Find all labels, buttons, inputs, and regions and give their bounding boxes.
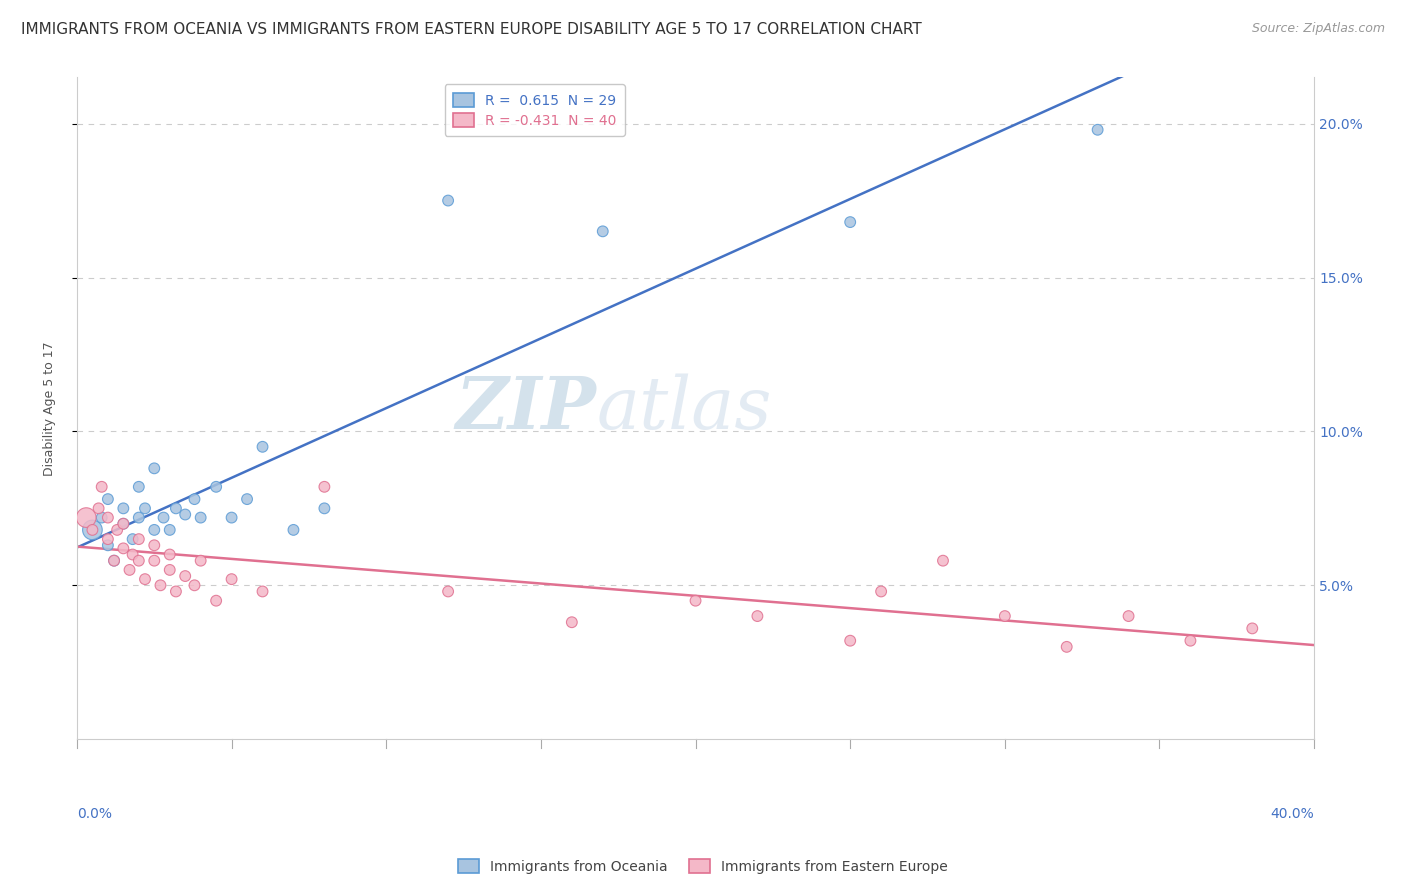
Point (128, 532, 150, 546)
Point (97, 510, 120, 524)
Point (747, 609, 769, 624)
Point (87, 501, 110, 516)
Point (90, 480, 112, 494)
Text: 0.0%: 0.0% (77, 807, 112, 821)
Point (994, 609, 1017, 624)
Point (112, 516, 135, 531)
Point (118, 563, 141, 577)
Point (112, 541, 135, 556)
Point (221, 510, 243, 524)
Point (174, 569, 197, 583)
Point (205, 480, 228, 494)
Point (121, 532, 143, 546)
Point (183, 578, 205, 592)
Point (97, 492, 120, 507)
Point (97, 538, 120, 552)
Point (283, 523, 305, 537)
Point (932, 554, 955, 568)
Point (221, 572, 243, 586)
Point (159, 523, 181, 537)
Text: ZIP: ZIP (456, 373, 596, 444)
Point (105, 523, 128, 537)
Point (190, 554, 212, 568)
Point (437, 584, 460, 599)
Point (561, 615, 583, 630)
Point (121, 548, 143, 562)
Point (205, 593, 228, 607)
Point (685, 593, 707, 607)
Point (165, 501, 187, 516)
Point (128, 510, 150, 524)
Point (1118, 609, 1140, 624)
Point (1056, 640, 1078, 654)
Point (314, 480, 336, 494)
Point (143, 554, 166, 568)
Point (183, 492, 205, 507)
Point (839, 633, 862, 648)
Point (159, 548, 181, 562)
Point (190, 510, 212, 524)
Point (314, 501, 336, 516)
Point (112, 516, 135, 531)
Point (1180, 633, 1202, 648)
Point (152, 510, 174, 524)
Point (103, 554, 125, 568)
Point (128, 480, 150, 494)
Point (90, 510, 112, 524)
Point (97, 532, 120, 546)
Point (143, 523, 166, 537)
Point (143, 461, 166, 475)
Point (134, 501, 156, 516)
Text: Source: ZipAtlas.com: Source: ZipAtlas.com (1251, 22, 1385, 36)
Legend: Immigrants from Oceania, Immigrants from Eastern Europe: Immigrants from Oceania, Immigrants from… (451, 852, 955, 880)
Point (252, 584, 274, 599)
Text: atlas: atlas (596, 373, 772, 443)
Y-axis label: Disability Age 5 to 17: Disability Age 5 to 17 (44, 341, 56, 475)
Point (870, 584, 893, 599)
Point (103, 554, 125, 568)
Point (149, 578, 172, 592)
Point (165, 584, 187, 599)
Point (437, 194, 460, 208)
Point (1241, 621, 1264, 635)
Point (174, 508, 197, 522)
Point (143, 538, 166, 552)
Point (839, 215, 862, 229)
Point (252, 440, 274, 454)
Point (82, 523, 104, 537)
Point (1087, 122, 1109, 136)
Point (592, 224, 614, 238)
Point (236, 492, 259, 507)
Point (112, 501, 135, 516)
Text: 40.0%: 40.0% (1271, 807, 1315, 821)
Legend: R =  0.615  N = 29, R = -0.431  N = 40: R = 0.615 N = 29, R = -0.431 N = 40 (444, 85, 624, 136)
Text: IMMIGRANTS FROM OCEANIA VS IMMIGRANTS FROM EASTERN EUROPE DISABILITY AGE 5 TO 17: IMMIGRANTS FROM OCEANIA VS IMMIGRANTS FR… (21, 22, 922, 37)
Point (82, 523, 104, 537)
Point (159, 563, 181, 577)
Point (128, 554, 150, 568)
Point (134, 572, 156, 586)
Point (75, 510, 97, 524)
